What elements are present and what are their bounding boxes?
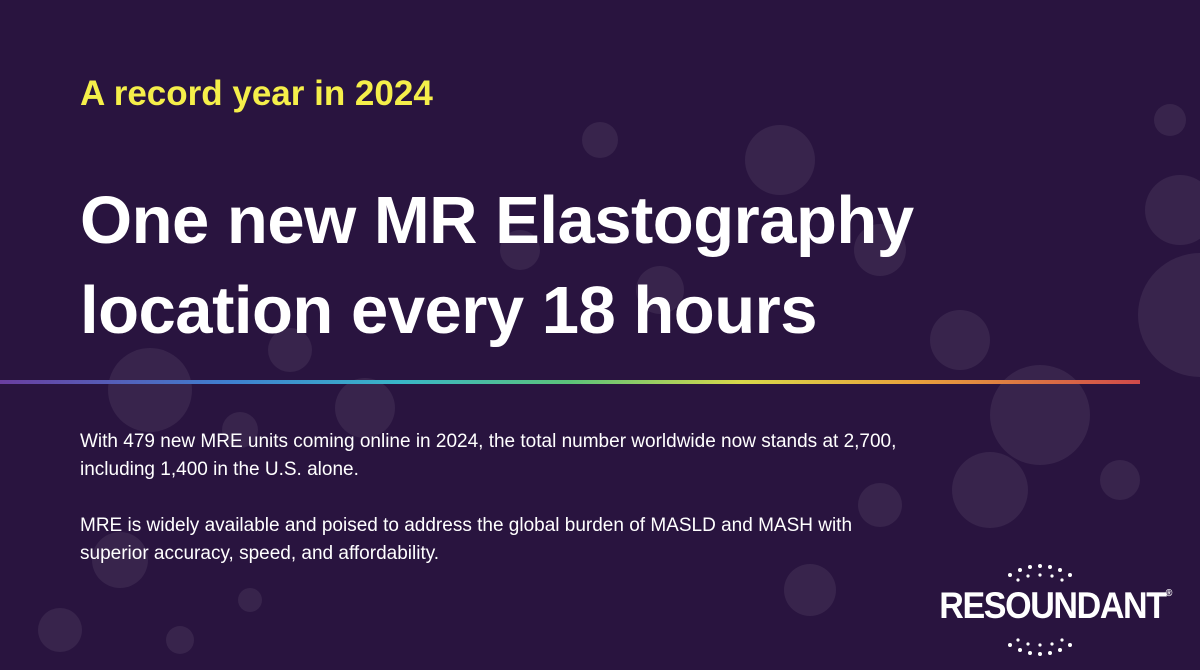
paragraph: With 479 new MRE units coming online in … [80,431,897,480]
body-text: With 479 new MRE units coming online in … [80,428,900,596]
logo-mark: ® [1165,588,1172,599]
eyebrow: A record year in 2024 [80,74,433,113]
headline-line: One new MR Elastography [80,183,914,258]
logo-dots [1008,564,1072,656]
logo: RESOUNDANT® [939,585,1172,627]
divider [0,380,1140,384]
headline-line: location every 18 hours [80,273,817,348]
headline: One new MR Elastography location every 1… [80,176,914,356]
paragraph: MRE is widely available and poised to ad… [80,515,853,564]
logo-name: RESOUNDANT [938,585,1167,626]
